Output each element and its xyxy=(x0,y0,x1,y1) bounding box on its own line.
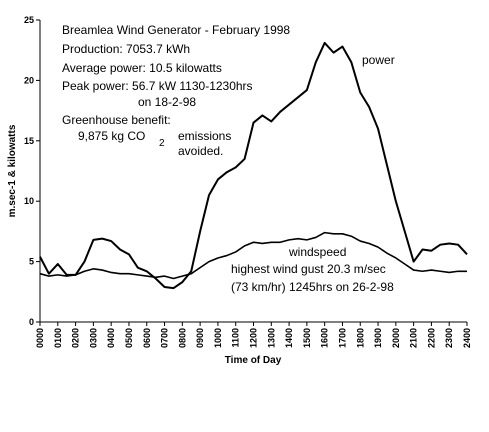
x-tick-label: 1500 xyxy=(302,328,312,348)
x-tick-label: 1400 xyxy=(284,328,294,348)
x-tick-label: 0200 xyxy=(71,328,81,348)
series-line xyxy=(39,41,468,290)
annotation: avoided. xyxy=(178,144,223,158)
annotation: on 18-2-98 xyxy=(138,95,196,109)
x-tick-label: 2100 xyxy=(409,328,419,348)
series-label: windspeed xyxy=(288,245,346,259)
annotation: (73 km/hr) 1245hrs on 26-2-98 xyxy=(231,280,394,294)
annotation: Greenhouse benefit: xyxy=(62,113,171,127)
y-axis-label: m.sec-1 & kilowatts xyxy=(7,124,18,217)
series-label: power xyxy=(362,53,395,67)
annotation: Breamlea Wind Generator - February 1998 xyxy=(62,23,290,37)
x-tick-label: 2000 xyxy=(391,328,401,348)
y-tick-label: 25 xyxy=(24,15,34,25)
x-tick-label: 0700 xyxy=(160,328,170,348)
x-tick-label: 0800 xyxy=(177,328,187,348)
y-tick-label: 0 xyxy=(29,317,34,327)
annotation: Peak power: 56.7 kW 1130-1230hrs xyxy=(62,79,253,93)
x-tick-label: 0300 xyxy=(88,328,98,348)
x-tick-label: 1000 xyxy=(213,328,223,348)
x-tick-label: 2200 xyxy=(426,328,436,348)
x-tick-label: 0600 xyxy=(142,328,152,348)
x-axis-label: Time of Day xyxy=(225,355,282,366)
x-tick-label: 0500 xyxy=(124,328,134,348)
annotation: emissions xyxy=(178,129,231,143)
series-line xyxy=(39,231,467,280)
x-tick-label: 0900 xyxy=(195,328,205,348)
x-tick-label: 0000 xyxy=(35,328,45,348)
x-tick-label: 1800 xyxy=(355,328,365,348)
annotation: 9,875 kg CO xyxy=(78,129,145,143)
x-tick-label: 1600 xyxy=(320,328,330,348)
x-tick-label: 0400 xyxy=(106,328,116,348)
x-tick-label: 0100 xyxy=(53,328,63,348)
y-tick-label: 5 xyxy=(29,257,34,267)
annotation: Production: 7053.7 kWh xyxy=(62,42,190,56)
y-tick-label: 15 xyxy=(24,136,34,146)
x-tick-label: 1100 xyxy=(231,328,241,348)
annotation-subscript: 2 xyxy=(159,138,165,149)
x-tick-label: 2300 xyxy=(444,328,454,348)
x-tick-label: 1700 xyxy=(337,328,347,348)
annotation: Average power: 10.5 kilowatts xyxy=(62,61,222,75)
x-tick-label: 1300 xyxy=(266,328,276,348)
x-tick-label: 1200 xyxy=(249,328,259,348)
x-tick-label: 1900 xyxy=(373,328,383,348)
y-tick-label: 10 xyxy=(24,196,34,206)
x-tick-label: 2400 xyxy=(462,328,472,348)
annotation: highest wind gust 20.3 m/sec xyxy=(231,262,386,276)
y-tick-label: 20 xyxy=(24,75,34,85)
